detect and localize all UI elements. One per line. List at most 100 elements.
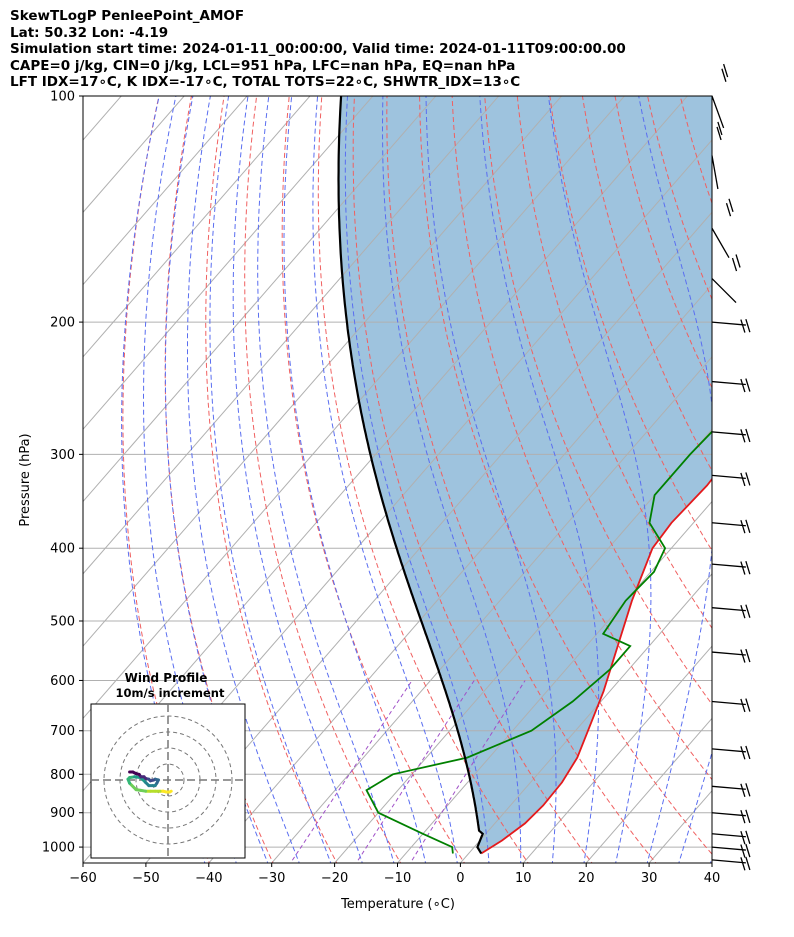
isotherm-line [145,211,712,863]
dry-adiabat [244,96,402,863]
wind-barb [711,318,751,333]
moist-adiabat [283,96,427,863]
dry-adiabat [205,96,338,863]
wind-barb-flag [740,831,746,845]
wind-barb-staff [711,380,746,386]
x-tick-label: 10 [515,871,532,886]
dry-adiabat [317,96,529,863]
wind-barb-flag [721,68,727,82]
wind-barb-flag [740,844,746,858]
dry-adiabat [451,96,712,781]
wind-barb [711,254,741,304]
wind-barb-flag [745,318,751,333]
hodograph-inset [90,703,246,859]
hodograph-plot [91,704,245,858]
dry-adiabat [281,96,466,863]
wind-barb [711,121,723,190]
cape-line: CAPE=0 j/kg, CIN=0 j/kg, LCL=951 hPa, LF… [10,57,516,74]
y-tick-label: 200 [50,316,75,331]
wind-barb-staff [711,278,737,304]
y-axis-label: Pressure (hPa) [18,433,33,526]
moist-adiabat [638,96,712,863]
y-tick-label: 400 [50,542,75,557]
moist-adiabat [678,751,712,863]
isotherm-line [83,96,563,647]
wind-barb-flag [740,698,746,713]
wind-barb-flag [740,472,746,487]
wind-barb [711,604,751,619]
hodograph-segment [128,781,138,792]
isotherm-line [83,96,311,358]
wind-barb-staff [711,563,746,568]
wind-barb-flag [740,429,746,443]
isotherm-line [522,645,712,863]
wind-barb-flag [740,520,746,534]
wind-barb-staff [711,474,746,480]
dry-adiabat [647,96,712,301]
x-tick-label: 0 [456,871,464,886]
y-tick-label: 1000 [42,841,75,856]
wind-barb [711,698,751,713]
isotherm-line [83,96,437,503]
dry-adiabat [386,96,657,863]
wind-barb-flag [745,378,751,392]
temperature-line [480,477,712,855]
x-tick-label: −20 [321,871,348,886]
isotherm-line [585,717,712,863]
hodograph-subtitle: 10m/s increment [116,686,225,700]
wind-barb-staff [711,155,719,190]
wind-barbs [711,63,751,871]
wind-barb [711,378,751,393]
wind-barb-staff [711,833,746,838]
isotherm-line [711,862,712,863]
wind-barb-flag [745,560,751,575]
wind-barb-flag [745,698,751,712]
wind-barb [711,830,751,845]
dry-adiabat [352,96,593,863]
dry-adiabat [614,96,712,389]
wind-barb-flag [740,857,746,871]
isotherm-line [83,96,185,214]
hodograph-title: Wind Profile [125,671,208,685]
wind-barb-flag [740,561,746,575]
x-tick-label: 40 [704,871,721,886]
wind-barb-flag [728,198,734,213]
time-line: Simulation start time: 2024-01-11_00:00:… [10,41,626,57]
wind-barb-staff [711,859,746,864]
wind-barb [711,63,729,129]
wind-barb-flag [716,126,722,141]
wind-barb-flag [745,843,751,858]
wind-barb-flag [745,856,751,871]
wind-barb-staff [711,227,730,259]
isotherm-line [83,96,626,720]
dry-adiabat [516,96,712,630]
wind-barb-staff [711,785,746,790]
wind-barb [711,428,751,443]
dry-adiabat [484,96,712,706]
moist-adiabat [709,856,712,863]
x-tick-label: −30 [258,871,285,886]
wind-barb-flag [745,745,751,760]
moist-adiabat [209,96,332,863]
wind-barb-flag [731,257,738,272]
reference-lines [121,96,712,863]
wind-barb-flag [740,378,746,393]
wind-barb [711,560,751,575]
wind-barb-flag [740,746,746,760]
y-tick-label: 100 [50,90,75,105]
y-tick-label: 300 [50,448,75,463]
mixing-ratio-line [289,680,413,863]
wind-barb-staff [711,95,725,129]
cin-area [338,96,712,854]
cape-cin-shading [338,96,712,854]
wind-barb-flag [745,428,751,443]
wind-barb-flag [740,649,746,663]
y-tick-label: 900 [50,806,75,821]
wind-barb [711,783,751,797]
wind-barb-flag [740,319,746,333]
isotherm-line [208,283,712,863]
wind-barb-staff [711,651,746,656]
x-tick-label: −50 [132,871,159,886]
wind-barb [711,745,751,760]
